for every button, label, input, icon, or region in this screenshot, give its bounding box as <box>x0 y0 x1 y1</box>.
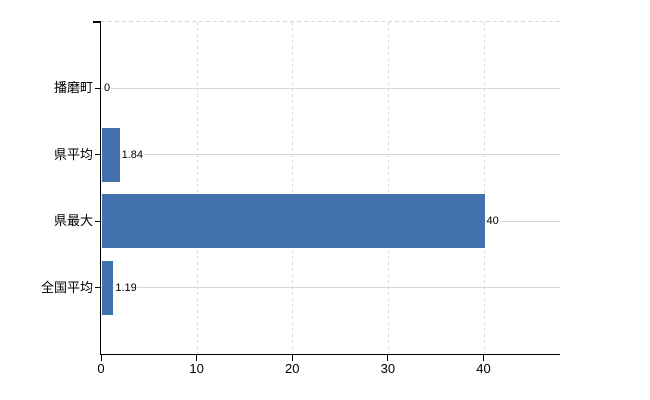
x-axis-tick <box>100 355 102 361</box>
category-label: 播磨町 <box>53 80 93 96</box>
y-axis-top-cap <box>93 21 101 23</box>
bar-value-label: 0 <box>103 81 112 96</box>
y-axis-tick <box>95 220 101 222</box>
bar-value-label: 1.19 <box>114 280 138 295</box>
bar <box>102 194 485 249</box>
plot-top-border <box>101 21 560 22</box>
horizontal-gridline <box>101 154 560 156</box>
horizontal-gridline <box>101 87 560 89</box>
y-axis-tick <box>95 287 101 289</box>
x-tick-label: 20 <box>285 361 300 376</box>
category-label: 県最大 <box>53 213 93 229</box>
y-axis-line <box>100 22 101 355</box>
y-axis-tick <box>95 87 101 89</box>
x-tick-label: 40 <box>476 361 491 376</box>
vertical-gridline <box>292 22 294 354</box>
category-label: 全国平均 <box>40 279 93 295</box>
x-tick-label: 30 <box>380 361 396 376</box>
horizontal-gridline <box>101 287 560 289</box>
y-axis-tick <box>95 154 101 156</box>
bar-value-label: 40 <box>485 214 500 229</box>
x-axis-line <box>100 354 560 355</box>
x-axis-tick <box>196 355 198 361</box>
bar-value-label: 1.84 <box>120 147 145 162</box>
vertical-gridline <box>196 22 198 354</box>
x-tick-label: 0 <box>97 361 105 376</box>
x-tick-label: 10 <box>189 361 204 376</box>
x-axis-tick <box>387 355 389 361</box>
x-axis-tick <box>483 355 484 361</box>
bar <box>102 260 114 315</box>
x-axis-tick <box>291 355 293 361</box>
vertical-gridline <box>483 22 485 354</box>
category-label: 県平均 <box>53 146 93 162</box>
vertical-gridline <box>387 22 389 354</box>
bar <box>102 127 120 182</box>
